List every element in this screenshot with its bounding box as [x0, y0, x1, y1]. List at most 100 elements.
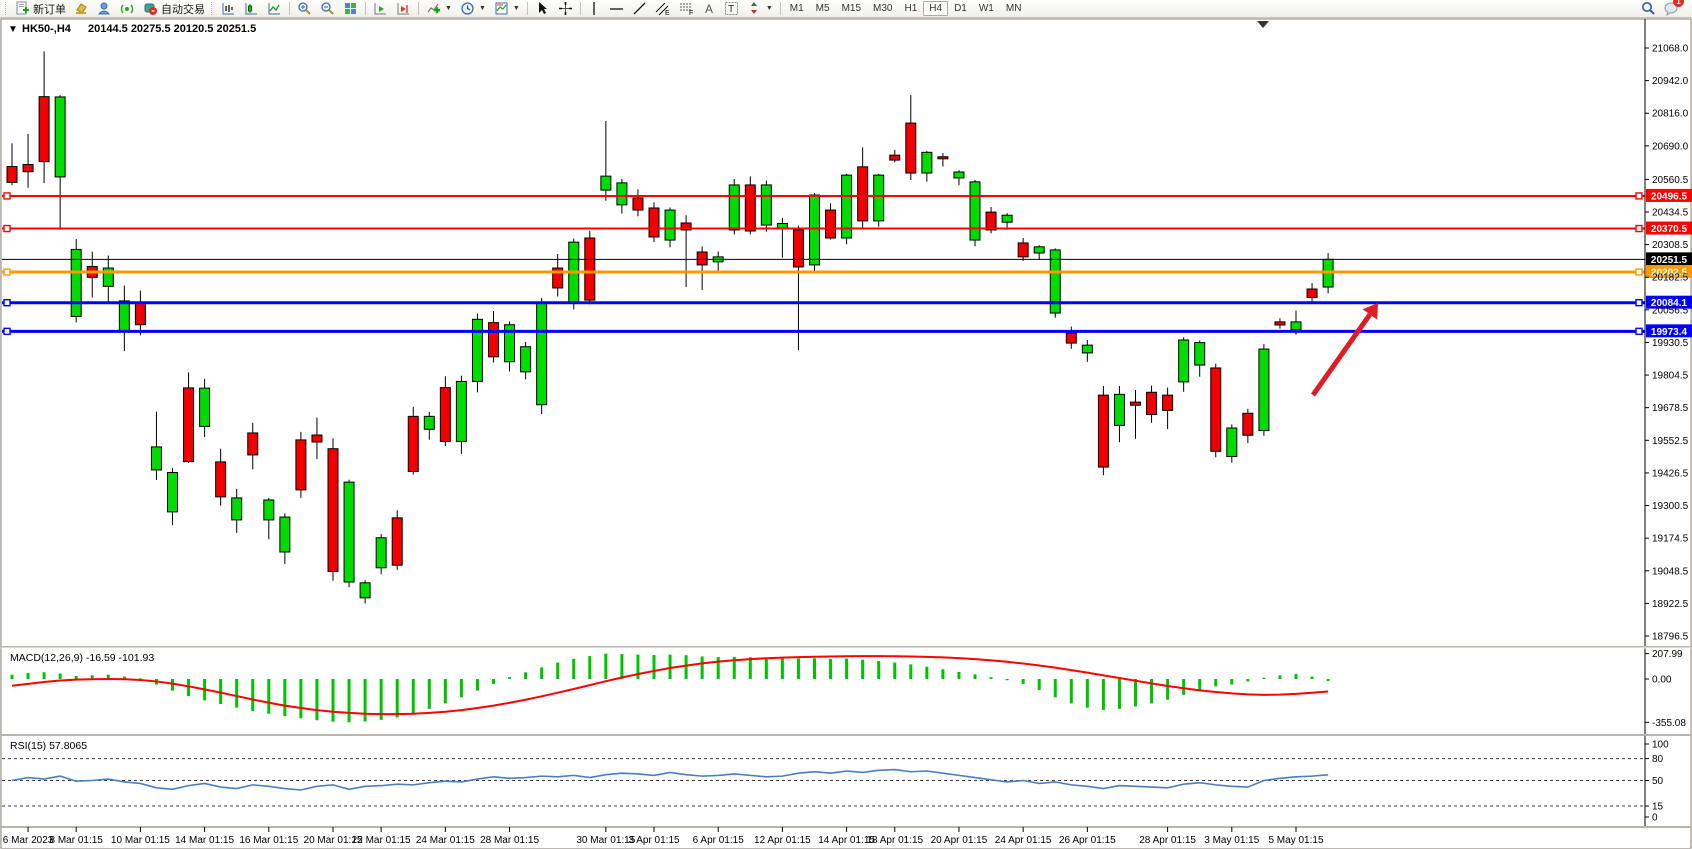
timeframe-M30[interactable]: M30	[873, 3, 893, 14]
chevron-down-icon: ▼	[478, 5, 486, 12]
time-tick-label: 6 Apr 01:15	[693, 835, 745, 846]
bull-candle	[118, 300, 130, 333]
trend-arrow-head[interactable]	[1362, 303, 1378, 320]
toolbar-separator	[289, 2, 290, 15]
chart-shift-marker[interactable]	[1257, 21, 1269, 28]
time-tick-label: 20 Mar 01:15	[304, 835, 363, 846]
bull-candle	[728, 184, 740, 231]
timeframe-W1[interactable]: W1	[978, 3, 994, 14]
hline-price-badge	[1646, 295, 1692, 309]
bear-candle	[407, 415, 419, 472]
signal-icon	[120, 4, 134, 14]
hline-handle[interactable]	[3, 224, 11, 233]
timeframe-bar: M1 M5 M15 M30 H1 H4 D1 W1 MN	[784, 1, 1028, 16]
horizontal-line-button[interactable]	[605, 1, 628, 17]
candlestick-chart-button[interactable]	[240, 1, 263, 17]
auto-trading-button[interactable]: 自动交易	[139, 1, 209, 17]
fibonacci-button[interactable]: F	[675, 1, 699, 17]
hline-handle[interactable]	[3, 268, 11, 276]
profile-button[interactable]	[93, 1, 116, 17]
hline-handle[interactable]	[1635, 192, 1643, 200]
timeframe-M1[interactable]: M1	[789, 3, 804, 14]
hline-handle[interactable]	[3, 192, 11, 200]
vertical-line-icon	[593, 2, 595, 15]
svg-text:E: E	[665, 10, 670, 16]
search-button[interactable]	[1636, 1, 1660, 17]
time-tick-label: 12 Apr 01:15	[754, 835, 811, 846]
trend-arrow[interactable]	[1310, 312, 1372, 397]
equidistant-channel-icon: E	[655, 2, 670, 16]
price-axis[interactable]: 21068.0 20942.0 20816.0 20690.0 20560.5 20434…	[1644, 19, 1689, 827]
bull-candle	[1226, 427, 1238, 457]
annotations-layer[interactable]	[1257, 21, 1378, 397]
bear-candle	[1130, 401, 1141, 406]
auto-scroll-button[interactable]	[369, 1, 392, 17]
toolbar-separator	[365, 2, 366, 15]
hline-handle[interactable]	[1635, 268, 1643, 276]
timeframe-M5[interactable]: M5	[815, 3, 830, 14]
tile-windows-icon	[345, 3, 356, 14]
time-tick-label: 20 Apr 01:15	[931, 835, 988, 846]
bar-chart-button[interactable]	[217, 1, 240, 17]
zoom-in-button[interactable]	[293, 1, 316, 17]
bull-candle	[1258, 348, 1270, 432]
horizontal-lines-layer[interactable]: 20496.5 20370.5 20251.5 20202.5 20084.1 19973…	[2, 188, 1692, 338]
line-chart-button[interactable]	[263, 1, 286, 17]
bear-candle	[327, 448, 339, 572]
time-axis-strip[interactable]	[2, 828, 1690, 848]
chart-collapse-toggle[interactable]: ▼	[8, 24, 18, 35]
text-label-button[interactable]: T	[720, 1, 743, 17]
hline-handle[interactable]	[3, 327, 11, 336]
zoom-out-button[interactable]	[316, 1, 339, 17]
timeframe-H4[interactable]: H4	[923, 1, 949, 16]
toolbar-grip	[5, 2, 9, 15]
hline-handle[interactable]	[1635, 327, 1643, 336]
trendline-button[interactable]	[628, 1, 651, 17]
tile-windows-button[interactable]	[339, 1, 362, 17]
new-order-button[interactable]: 新订单	[11, 1, 70, 17]
hline-handle[interactable]	[1635, 298, 1643, 307]
signals-button[interactable]	[116, 1, 139, 17]
chart-shift-button[interactable]	[392, 1, 415, 17]
new-order-icon	[16, 1, 29, 15]
equidistant-channel-button[interactable]: E	[651, 1, 675, 17]
price-tick-label: 18796.5	[1652, 632, 1689, 643]
bull-candle	[359, 582, 371, 599]
chart-window-frame	[0, 18, 1692, 849]
price-tick-label: 20816.0	[1652, 109, 1689, 120]
bear-candle	[38, 96, 50, 163]
bull-candle	[199, 387, 211, 427]
main-toolbar: 新订单 自动交易	[0, 0, 1692, 18]
price-tick-label: 20182.5	[1652, 273, 1689, 284]
timeframe-H1[interactable]: H1	[904, 3, 918, 14]
time-tick-label: 10 Mar 01:15	[111, 835, 170, 846]
bear-candle	[1065, 332, 1077, 344]
periods-button[interactable]: ▼	[456, 1, 490, 17]
notifications-button[interactable]: 1	[1660, 0, 1684, 17]
pane-separator[interactable]	[1, 734, 1691, 736]
text-button[interactable]: A	[699, 1, 720, 17]
chart-title-ohlc: 20144.5 20275.5 20120.5 20251.5	[88, 23, 256, 35]
crosshair-button[interactable]	[554, 1, 577, 17]
timeframe-MN[interactable]: MN	[1005, 3, 1022, 14]
fibonacci-icon: F	[679, 3, 693, 16]
bear-candle	[134, 301, 146, 326]
timeframe-M15[interactable]: M15	[841, 3, 862, 14]
cursor-button[interactable]	[531, 1, 554, 17]
price-tick-label: 19678.5	[1652, 403, 1689, 414]
styler-button[interactable]	[70, 1, 93, 17]
hline-price-badge-label: 20496.5	[1651, 191, 1688, 202]
vertical-line-button[interactable]	[584, 1, 605, 17]
price-tick-label: 20690.0	[1652, 141, 1689, 152]
bull-candle	[520, 346, 532, 373]
bull-candle	[231, 497, 243, 521]
hline-handle[interactable]	[3, 298, 11, 307]
timeframe-D1[interactable]: D1	[954, 3, 967, 14]
arrows-button[interactable]: ▼	[743, 1, 777, 17]
templates-button[interactable]: ▼	[490, 1, 524, 17]
indicators-button[interactable]: ▼	[422, 1, 456, 17]
hline-handle[interactable]	[1635, 224, 1643, 233]
pane-separator[interactable]	[1, 646, 1691, 648]
